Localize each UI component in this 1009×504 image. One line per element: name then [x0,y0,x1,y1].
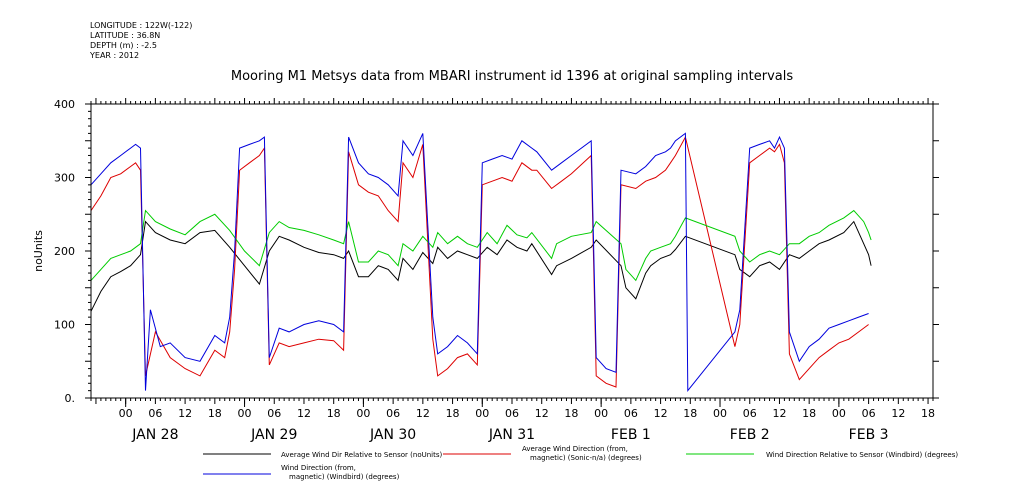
x-date-label: FEB 1 [611,427,651,443]
x-tick-label: 12 [891,407,905,420]
x-tick-label: 12 [178,407,192,420]
series-line-1 [90,220,872,312]
x-tick-label: 12 [654,407,668,420]
axes-layer: 00 06 12 18 00 06 12 18 00 06 12 18 00 06 12 18 00 06 12 18… [54,98,939,443]
longitude-text: LONGITUDE : 122W(-122) [90,21,193,30]
x-tick-label: 18 [446,407,460,420]
x-tick-label: 06 [862,407,876,420]
x-tick-label: 00 [475,407,489,420]
x-date-label: JAN 30 [369,427,416,443]
x-tick-label: 06 [624,407,638,420]
x-tick-label: 06 [148,407,162,420]
depth-text: DEPTH (m) : -2.5 [90,41,157,50]
legend: Average Wind Dir Relative to Sensor (noU… [203,445,958,481]
x-tick-label: 18 [208,407,222,420]
series-line-3 [90,209,872,282]
x-tick-label: 00 [713,407,727,420]
x-tick-label: 18 [802,407,816,420]
x-tick-label: 12 [535,407,549,420]
series-line-4 [90,132,869,393]
x-tick-label: 06 [386,407,400,420]
x-tick-label: 06 [267,407,281,420]
x-tick-label: 12 [772,407,786,420]
x-date-label: FEB 2 [730,427,770,443]
y-tick-label: 0. [65,392,76,405]
x-tick-label: 12 [297,407,311,420]
x-date-label: FEB 3 [849,427,889,443]
series-line-2 [90,135,869,388]
x-tick-label: 06 [743,407,757,420]
x-tick-label: 06 [505,407,519,420]
x-tick-label: 18 [921,407,935,420]
legend-label-3: Wind Direction Relative to Sensor (Windb… [766,451,958,459]
legend-label-4: Wind Direction (from, magnetic) (Windbird… [281,464,400,481]
x-tick-label: 00 [119,407,133,420]
legend-label-1: Average Wind Dir Relative to Sensor (noU… [281,451,442,459]
plot-frame [90,103,934,399]
x-date-label: JAN 31 [488,427,535,443]
x-tick-label: 18 [564,407,578,420]
y-tick-label: 400 [54,98,75,111]
latitude-text: LATITUDE : 36.8N [90,31,161,40]
x-tick-label: 18 [683,407,697,420]
x-date-label: JAN 28 [131,427,178,443]
x-tick-label: 00 [594,407,608,420]
legend-label-2: Average Wind Direction (from, magnetic) (… [522,445,642,462]
x-date-label: JAN 29 [250,427,297,443]
x-tick-label: 12 [416,407,430,420]
series-layer [90,132,872,393]
chart-title: Mooring M1 Metsys data from MBARI instru… [231,69,793,84]
x-tick-label: 00 [356,407,370,420]
metadata-block: LONGITUDE : 122W(-122) LATITUDE : 36.8N … [90,21,192,61]
x-tick-label: 00 [238,407,252,420]
y-tick-label: 300 [54,172,75,185]
y-tick-label: 200 [54,245,75,258]
x-tick-label: 00 [832,407,846,420]
y-axis-label: noUnits [32,230,45,272]
x-tick-label: 18 [327,407,341,420]
year-text: YEAR : 2012 [90,51,140,60]
y-tick-label: 100 [54,319,75,332]
